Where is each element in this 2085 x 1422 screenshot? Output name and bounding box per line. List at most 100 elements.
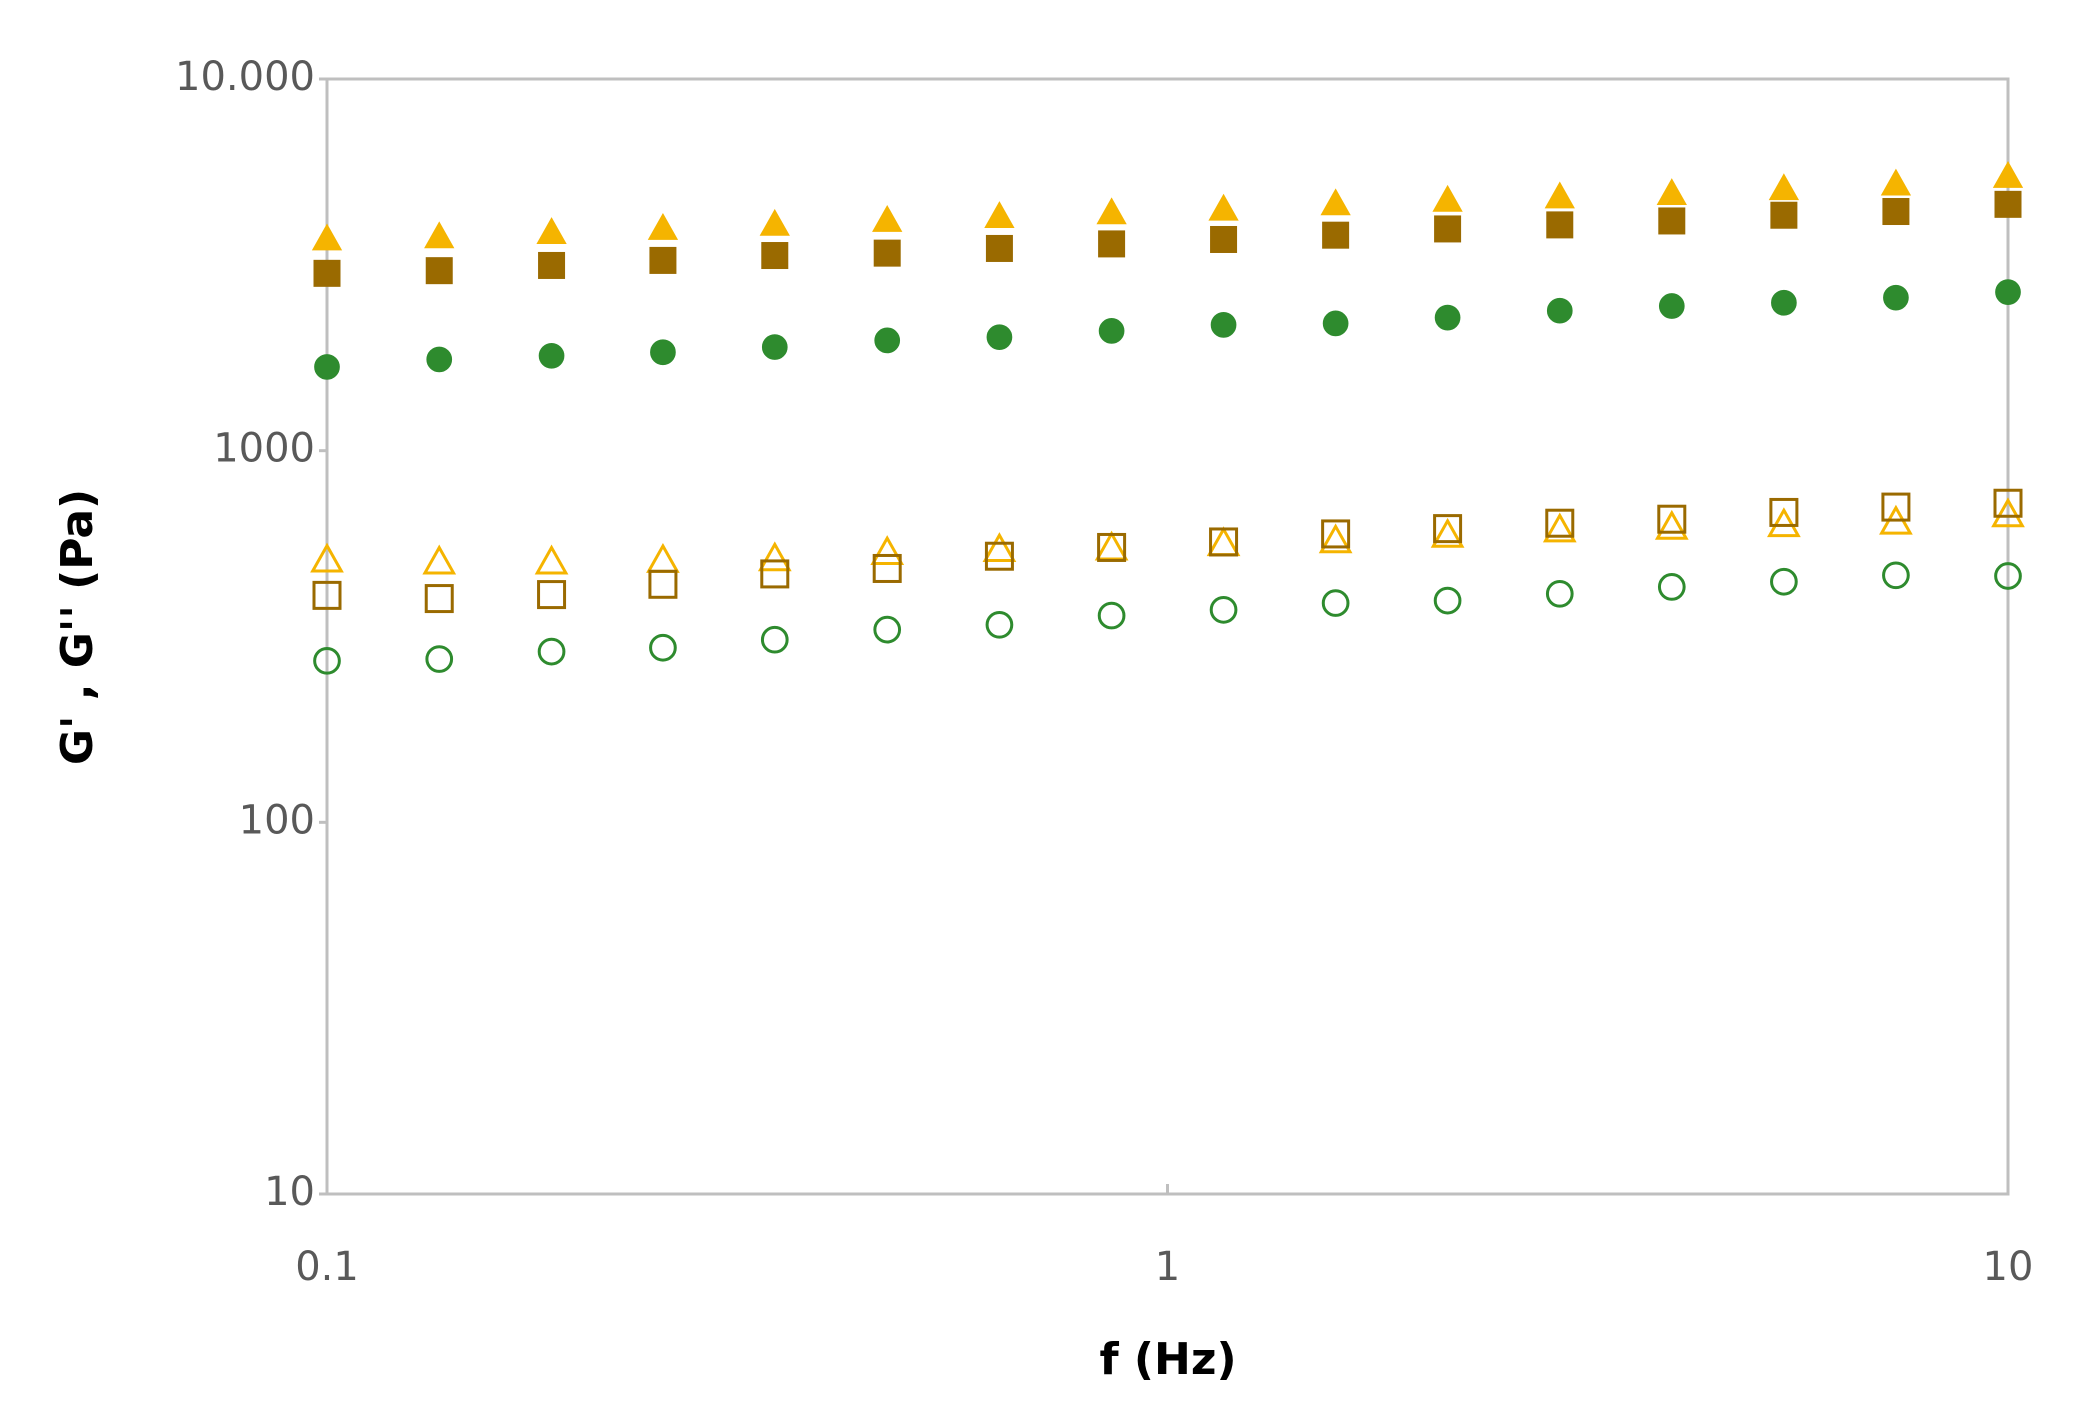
marker-square — [873, 239, 901, 267]
marker-square — [1097, 532, 1127, 562]
marker-circle — [1321, 589, 1350, 617]
marker-triangle — [1880, 168, 1912, 196]
marker-triangle — [1318, 523, 1353, 554]
marker-square — [313, 259, 341, 287]
marker-triangle — [646, 542, 680, 573]
marker-triangle — [310, 542, 344, 573]
marker-circle — [538, 342, 565, 369]
marker-triangle — [759, 208, 790, 236]
marker-circle — [650, 339, 676, 366]
marker-square — [1993, 488, 2023, 518]
marker-square — [1209, 527, 1239, 557]
marker-triangle — [424, 221, 455, 249]
marker-circle — [425, 645, 454, 673]
marker-circle — [1994, 562, 2022, 590]
marker-circle — [760, 625, 789, 654]
y-tick-label: 10 — [264, 1169, 315, 1215]
marker-square — [1322, 221, 1350, 249]
marker-circle — [1545, 579, 1574, 608]
marker-circle — [1097, 601, 1126, 630]
marker-triangle — [1430, 517, 1465, 548]
marker-square — [1882, 198, 1910, 226]
y-tick-label: 10.000 — [175, 54, 315, 100]
marker-square — [312, 580, 342, 610]
marker-square — [1545, 508, 1575, 538]
marker-square — [1098, 230, 1126, 258]
marker-triangle — [1768, 173, 1800, 201]
marker-square — [1321, 519, 1351, 549]
marker-triangle — [757, 541, 792, 572]
marker-circle — [985, 610, 1014, 639]
marker-square — [760, 559, 790, 589]
marker-circle — [314, 354, 340, 380]
marker-circle — [1322, 310, 1349, 337]
marker-circle — [1433, 586, 1462, 615]
marker-square — [649, 246, 677, 274]
marker-triangle — [1206, 526, 1241, 557]
marker-circle — [874, 327, 901, 354]
marker-triangle — [1544, 181, 1575, 209]
marker-circle — [1770, 567, 1798, 596]
marker-triangle — [1654, 509, 1689, 540]
marker-circle — [649, 633, 677, 662]
marker-circle — [986, 324, 1013, 351]
marker-square — [648, 569, 678, 599]
marker-circle — [1882, 561, 1910, 590]
marker-square — [425, 257, 453, 285]
x-axis-title: f (Hz) — [1099, 1334, 1236, 1385]
marker-square — [537, 580, 567, 610]
marker-square — [1546, 211, 1574, 239]
marker-square — [1657, 504, 1687, 534]
marker-circle — [1098, 318, 1125, 344]
marker-triangle — [647, 212, 679, 240]
marker-square — [1434, 215, 1462, 243]
marker-square — [761, 242, 789, 270]
marker-circle — [761, 334, 788, 360]
marker-circle — [1210, 312, 1237, 338]
y-tick-label: 100 — [239, 797, 315, 843]
x-tick-label: 10 — [1983, 1244, 2034, 1290]
marker-triangle — [311, 223, 343, 251]
marker-square — [984, 541, 1014, 571]
marker-triangle — [534, 544, 569, 575]
x-tick-label: 1 — [1155, 1244, 1180, 1290]
y-axis-title: G' , G'' (Pa) — [52, 489, 103, 765]
marker-square — [985, 234, 1013, 262]
marker-triangle — [536, 217, 567, 244]
marker-circle — [1209, 595, 1238, 624]
marker-circle — [1771, 289, 1797, 316]
marker-square — [1658, 207, 1686, 235]
marker-circle — [1883, 284, 1909, 311]
marker-triangle — [1656, 178, 1687, 206]
marker-circle — [1658, 293, 1685, 319]
marker-square — [1881, 492, 1911, 522]
marker-triangle — [1542, 512, 1577, 543]
marker-square — [872, 553, 902, 583]
marker-triangle — [1991, 497, 2025, 528]
marker-square — [1770, 201, 1798, 229]
marker-triangle — [1096, 197, 1127, 225]
marker-triangle — [1094, 530, 1129, 561]
marker-circle — [313, 646, 341, 675]
marker-triangle — [984, 201, 1015, 229]
marker-triangle — [870, 535, 905, 566]
marker-square — [424, 584, 454, 614]
marker-triangle — [982, 532, 1017, 563]
plot-frame — [325, 77, 2010, 1196]
marker-square — [1994, 190, 2022, 218]
marker-triangle — [1320, 188, 1351, 216]
marker-triangle — [1432, 184, 1463, 212]
marker-square — [1210, 225, 1238, 253]
x-tick-label: 0.1 — [295, 1244, 359, 1290]
marker-square — [1769, 497, 1799, 527]
marker-circle — [1657, 573, 1686, 601]
y-tick-label: 1000 — [213, 426, 315, 472]
marker-circle — [1995, 279, 2021, 305]
marker-triangle — [872, 204, 903, 232]
marker-square — [1433, 514, 1463, 544]
marker-triangle — [1208, 193, 1239, 221]
marker-square — [538, 251, 566, 279]
marker-circle — [426, 346, 453, 373]
marker-triangle — [1992, 161, 2024, 188]
